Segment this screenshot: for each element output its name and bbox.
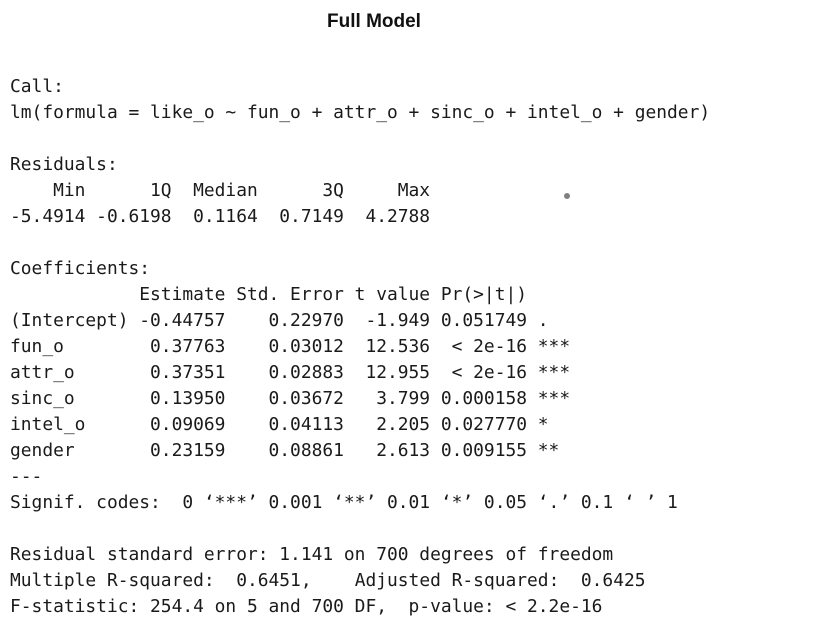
coef-row-attr-o: attr_o 0.37351 0.02883 12.955 < 2e-16 **… [10,362,571,383]
residuals-header: Residuals: [10,154,118,175]
coef-row-gender: gender 0.23159 0.08861 2.613 0.009155 ** [10,440,571,461]
stray-dot-mark [564,193,570,199]
regression-output: Call: lm(formula = like_o ~ fun_o + attr_… [10,74,710,620]
coef-row-fun-o: fun_o 0.37763 0.03012 12.536 < 2e-16 *** [10,336,571,357]
coef-row-intercept: (Intercept) -0.44757 0.22970 -1.949 0.05… [10,310,571,331]
signif-codes-line: Signif. codes: 0 ‘***’ 0.001 ‘**’ 0.01 ‘… [10,492,678,513]
separator-line: --- [10,466,43,487]
coef-row-intel-o: intel_o 0.09069 0.04113 2.205 0.027770 * [10,414,571,435]
call-header: Call: [10,76,64,97]
blank-line [10,126,710,152]
residuals-values: -5.4914 -0.6198 0.1164 0.7149 4.2788 [10,206,441,227]
page-title: Full Model [327,11,421,32]
coefficients-column-headers: Estimate Std. Error t value Pr(>|t|) [10,284,571,305]
blank-line [10,516,710,542]
r-squared-line: Multiple R-squared: 0.6451, Adjusted R-s… [10,570,657,591]
blank-line [10,230,710,256]
residuals-labels: Min 1Q Median 3Q Max [10,180,441,201]
residual-standard-error: Residual standard error: 1.141 on 700 de… [10,544,614,565]
formula-line: lm(formula = like_o ~ fun_o + attr_o + s… [10,102,711,123]
coefficients-header: Coefficients: [10,258,151,279]
f-statistic-line: F-statistic: 254.4 on 5 and 700 DF, p-va… [10,596,603,617]
coef-row-sinc-o: sinc_o 0.13950 0.03672 3.799 0.000158 **… [10,388,571,409]
